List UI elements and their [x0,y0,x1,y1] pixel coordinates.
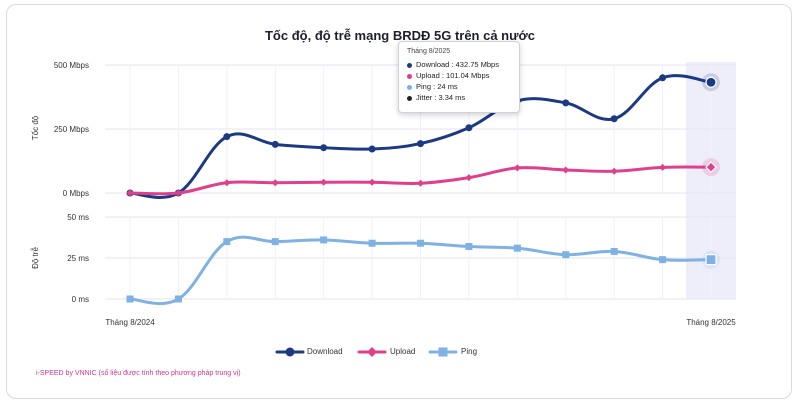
upload-point [659,163,667,171]
ping-point [659,256,667,264]
upload-point [320,178,328,186]
y-tick-label: 250 Mbps [54,125,89,134]
chart-tooltip: Tháng 8/2025 Download : 432.75 Mbps Uplo… [398,41,520,113]
download-point [417,140,424,148]
upload-point [174,189,182,197]
y-axis-label: Tốc độ [31,115,40,140]
ping-point [368,239,376,247]
ping-point [562,251,570,259]
tooltip-ping-text: Ping : 24 ms [416,82,458,91]
tooltip-row-upload: Upload : 101.04 Mbps [407,70,511,81]
legend-item-ping[interactable]: Ping [461,347,478,356]
y-tick-label: 0 Mbps [63,189,89,198]
download-point [368,145,376,153]
download-point [705,76,717,88]
y-tick-label: 25 ms [67,254,89,263]
ping-point [126,295,134,303]
download-point [465,124,473,132]
y-tick-label: 0 ms [72,295,89,304]
upload-point [271,179,279,187]
download-point [320,144,328,152]
download-point [271,140,279,148]
upload-point [465,174,473,182]
upload-point [223,179,231,187]
ping-point [271,238,279,246]
tooltip-upload-text: Upload : 101.04 Mbps [416,71,490,80]
ping-point [223,238,231,246]
download-point [659,74,667,82]
y-tick-label: 50 ms [67,213,89,222]
tooltip-row-download: Download : 432.75 Mbps [407,59,511,70]
upload-point [610,167,618,175]
ping-point [610,247,618,255]
ping-point [174,295,182,303]
ping-point [417,239,424,247]
legend-item-upload[interactable]: Upload [390,347,416,356]
y-axis-label: Độ trễ [31,247,40,269]
tooltip-row-jitter: Jitter : 3.34 ms [407,92,511,103]
upload-point [562,166,570,174]
ping-point [513,244,521,252]
upload-point [705,161,717,173]
download-point [562,99,570,107]
x-tick-label-start: Tháng 8/2024 [105,318,155,327]
tooltip-header: Tháng 8/2025 [407,48,451,55]
upload-point [513,164,521,172]
download-point [223,133,231,141]
tooltip-jitter-text: Jitter : 3.34 ms [416,93,466,102]
source-footnote: i-SPEED by VNNIC (số liệu được tính theo… [36,370,241,377]
upload-point [368,178,376,186]
y-tick-label: 500 Mbps [54,61,89,70]
download-point [610,115,618,123]
ping-point [705,254,717,266]
ping-dot-icon [407,84,412,90]
chart-title: Tốc độ, độ trễ mạng BRDĐ 5G trên cả nước [264,28,536,43]
jitter-dot-icon [407,95,412,101]
legend-item-download[interactable]: Download [307,347,343,356]
upload-dot-icon [407,73,412,79]
x-tick-label-end: Tháng 8/2025 [686,318,736,327]
tooltip-row-ping: Ping : 24 ms [407,81,511,92]
ping-point [320,236,328,244]
upload-point [126,189,134,197]
download-dot-icon [407,62,412,68]
tooltip-download-text: Download : 432.75 Mbps [416,60,499,69]
upload-point [417,179,424,187]
ping-point [465,243,473,251]
